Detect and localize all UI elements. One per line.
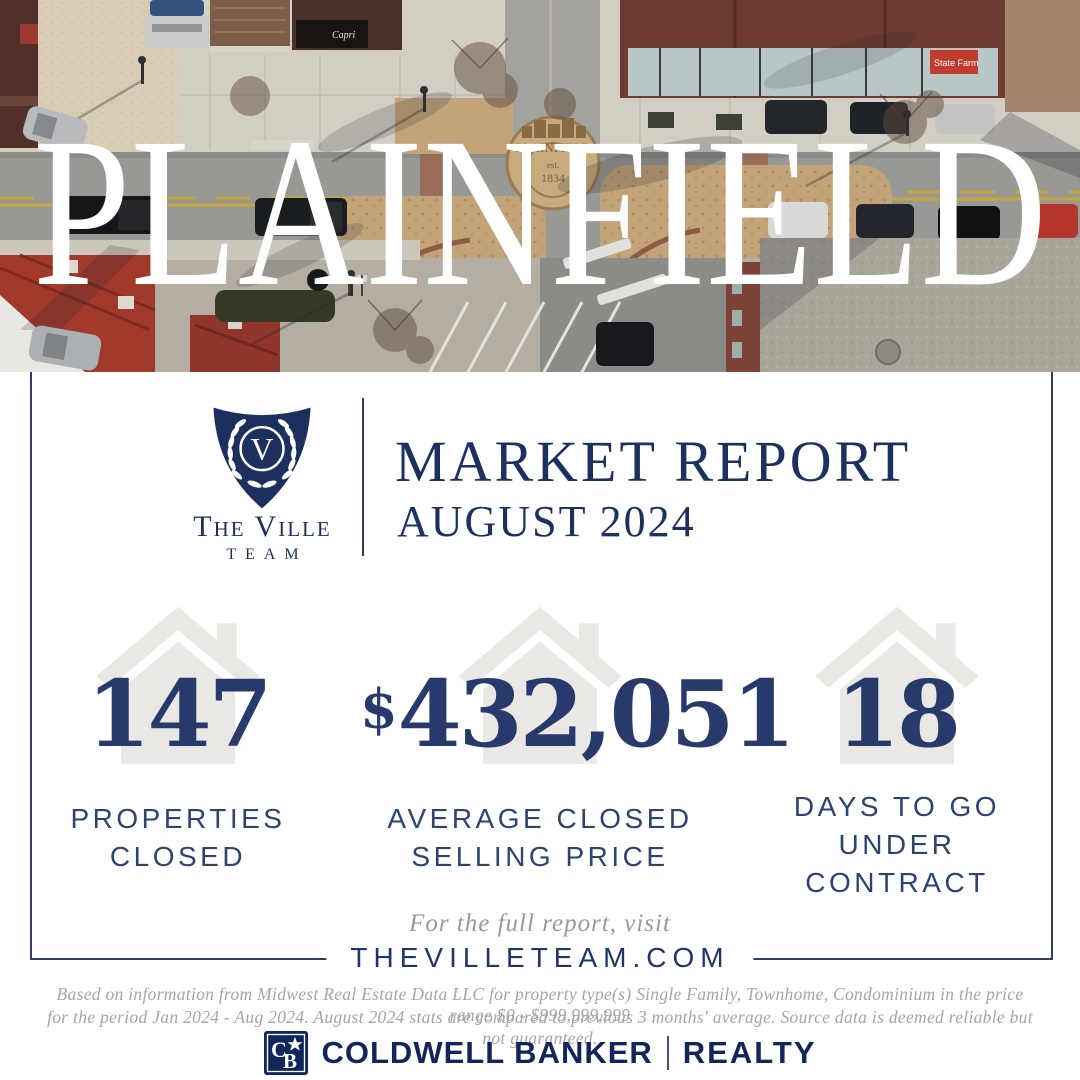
- hero-photo: Capri State Farm: [0, 0, 1080, 372]
- header-divider: [362, 398, 364, 556]
- website-url: THEVILLETEAM.COM: [326, 940, 754, 976]
- house-icon: [815, 606, 979, 764]
- report-title: MARKET REPORT: [395, 429, 912, 494]
- logo-separator: [666, 1036, 669, 1070]
- hero-title: PLAINFIELD: [33, 94, 1047, 331]
- report-subtitle: AUGUST 2024: [397, 497, 696, 546]
- shield-icon: V: [213, 407, 311, 509]
- state-farm-sign: [930, 50, 978, 74]
- coldwell-banker-logo: C B COLDWELL BANKER REALTY: [0, 1031, 1080, 1075]
- medallion-arc-text: PLAINFIELD: [515, 140, 590, 155]
- parked-cars: [60, 100, 1078, 240]
- laurel-wreath-icon: [227, 419, 297, 488]
- street-lamps: [138, 56, 911, 296]
- stat-properties-closed: 147 PROPERTIES CLOSED: [18, 588, 338, 898]
- stat-days-under-contract: 18 DAYS TO GO UNDER CONTRACT: [737, 588, 1057, 898]
- ville-team-name: The Ville: [193, 510, 332, 543]
- house-icon: [96, 606, 260, 764]
- svg-text:B: B: [283, 1049, 297, 1073]
- car-driving: [28, 325, 102, 371]
- v-monogram: V: [251, 432, 274, 467]
- stat-number: 432,051: [397, 660, 796, 768]
- stat-label: AVERAGE CLOSED SELLING PRICE: [387, 803, 693, 872]
- plainfield-medallion: PLAINFIELD est. 1834: [505, 115, 601, 211]
- stat-value: $432,051: [360, 668, 796, 760]
- stat-label: PROPERTIES CLOSED: [70, 803, 286, 872]
- stat-value: 147: [18, 668, 338, 760]
- stat-number: 147: [86, 660, 272, 768]
- medallion-est-text: est.: [547, 160, 559, 170]
- visit-text: For the full report, visit: [409, 910, 671, 937]
- ville-team-wordmark: The Ville TEAM: [160, 512, 365, 564]
- state-farm-sign-text: State Farm: [934, 58, 979, 68]
- car-driving: [22, 106, 88, 152]
- house-icon: [458, 606, 622, 764]
- cb-monogram-icon: C B: [263, 1031, 308, 1075]
- disclaimer-line-2: for the period Jan 2024 - Aug 2024. Augu…: [47, 1007, 1033, 1048]
- coldwell-banker-division: REALTY: [682, 1035, 817, 1070]
- capri-sign: Capri: [332, 30, 356, 41]
- stat-average-price: $432,051 AVERAGE CLOSED SELLING PRICE: [360, 588, 796, 898]
- stat-value: 18: [737, 668, 1057, 760]
- stat-label: DAYS TO GO UNDER CONTRACT: [793, 791, 1001, 898]
- svg-text:C: C: [271, 1037, 287, 1062]
- stat-number: 18: [835, 660, 961, 768]
- ville-team-shield-logo: V: [206, 402, 318, 514]
- ville-team-subname: TEAM: [226, 546, 308, 563]
- car: [150, 0, 204, 16]
- disclaimer-line-1: Based on information from Midwest Real E…: [56, 984, 1024, 1025]
- coldwell-banker-name: COLDWELL BANKER: [321, 1035, 653, 1070]
- building-right-edge: [1005, 0, 1080, 112]
- medallion-year-text: 1834: [541, 171, 565, 185]
- aerial-street-illustration: Capri State Farm: [0, 0, 1080, 372]
- stat-prefix: $: [360, 677, 398, 741]
